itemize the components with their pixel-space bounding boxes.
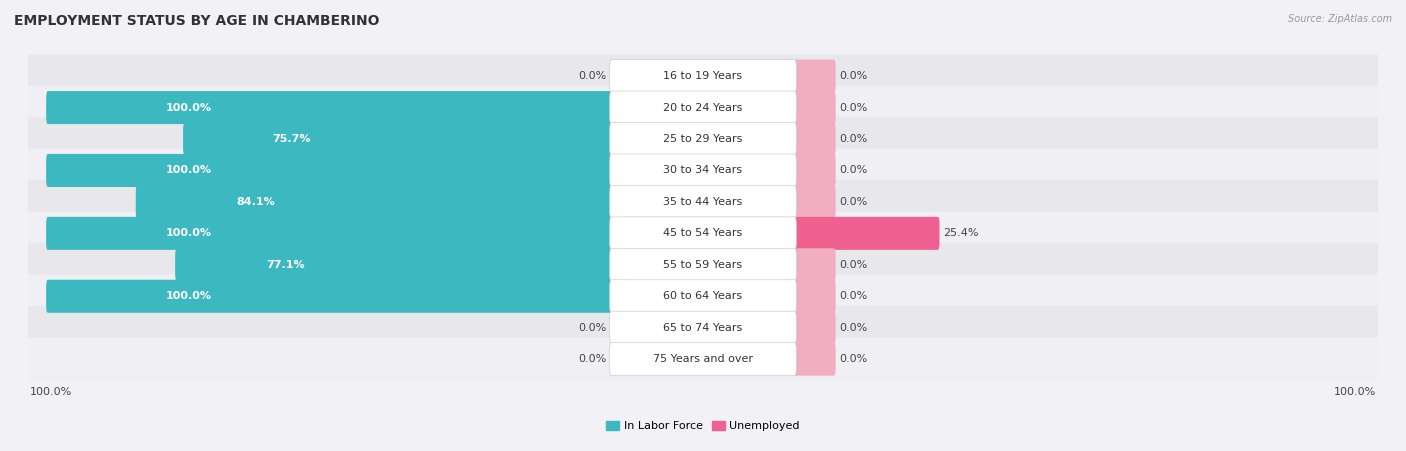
Text: 45 to 54 Years: 45 to 54 Years: [664, 228, 742, 239]
Text: 0.0%: 0.0%: [839, 166, 868, 175]
Text: EMPLOYMENT STATUS BY AGE IN CHAMBERINO: EMPLOYMENT STATUS BY AGE IN CHAMBERINO: [14, 14, 380, 28]
FancyBboxPatch shape: [27, 180, 1379, 224]
Text: 100.0%: 100.0%: [166, 291, 212, 301]
FancyBboxPatch shape: [793, 123, 835, 156]
FancyBboxPatch shape: [610, 217, 796, 250]
FancyBboxPatch shape: [793, 217, 939, 250]
FancyBboxPatch shape: [27, 337, 1379, 381]
FancyBboxPatch shape: [27, 149, 1379, 192]
Text: 35 to 44 Years: 35 to 44 Years: [664, 197, 742, 207]
Text: 77.1%: 77.1%: [266, 260, 305, 270]
FancyBboxPatch shape: [27, 212, 1379, 255]
FancyBboxPatch shape: [610, 123, 796, 156]
FancyBboxPatch shape: [136, 185, 613, 218]
Text: 100.0%: 100.0%: [1334, 387, 1376, 397]
Text: 0.0%: 0.0%: [839, 197, 868, 207]
FancyBboxPatch shape: [793, 343, 835, 376]
Text: 0.0%: 0.0%: [578, 71, 606, 81]
FancyBboxPatch shape: [183, 123, 613, 156]
Text: 100.0%: 100.0%: [166, 228, 212, 239]
FancyBboxPatch shape: [27, 274, 1379, 318]
Text: 0.0%: 0.0%: [839, 260, 868, 270]
FancyBboxPatch shape: [610, 91, 796, 124]
Text: 16 to 19 Years: 16 to 19 Years: [664, 71, 742, 81]
Text: 65 to 74 Years: 65 to 74 Years: [664, 323, 742, 333]
FancyBboxPatch shape: [27, 117, 1379, 161]
Text: 0.0%: 0.0%: [578, 323, 606, 333]
Text: 55 to 59 Years: 55 to 59 Years: [664, 260, 742, 270]
FancyBboxPatch shape: [27, 243, 1379, 287]
Text: 25 to 29 Years: 25 to 29 Years: [664, 134, 742, 144]
Text: 25.4%: 25.4%: [943, 228, 979, 239]
Text: 60 to 64 Years: 60 to 64 Years: [664, 291, 742, 301]
Text: Source: ZipAtlas.com: Source: ZipAtlas.com: [1288, 14, 1392, 23]
Text: 0.0%: 0.0%: [839, 323, 868, 333]
Text: 0.0%: 0.0%: [839, 71, 868, 81]
FancyBboxPatch shape: [610, 60, 796, 92]
Text: 100.0%: 100.0%: [166, 102, 212, 113]
FancyBboxPatch shape: [46, 154, 613, 187]
FancyBboxPatch shape: [27, 306, 1379, 350]
FancyBboxPatch shape: [793, 185, 835, 218]
FancyBboxPatch shape: [27, 54, 1379, 98]
FancyBboxPatch shape: [27, 86, 1379, 129]
FancyBboxPatch shape: [793, 280, 835, 313]
FancyBboxPatch shape: [610, 311, 796, 344]
FancyBboxPatch shape: [610, 154, 796, 187]
Text: 0.0%: 0.0%: [839, 102, 868, 113]
FancyBboxPatch shape: [610, 185, 796, 218]
Text: 0.0%: 0.0%: [839, 134, 868, 144]
FancyBboxPatch shape: [610, 280, 796, 313]
FancyBboxPatch shape: [610, 249, 796, 281]
FancyBboxPatch shape: [46, 91, 613, 124]
FancyBboxPatch shape: [793, 91, 835, 124]
Text: 100.0%: 100.0%: [30, 387, 72, 397]
Text: 30 to 34 Years: 30 to 34 Years: [664, 166, 742, 175]
Text: 0.0%: 0.0%: [578, 354, 606, 364]
FancyBboxPatch shape: [793, 311, 835, 344]
Text: 100.0%: 100.0%: [166, 166, 212, 175]
Text: 0.0%: 0.0%: [839, 291, 868, 301]
FancyBboxPatch shape: [176, 249, 613, 281]
Text: 84.1%: 84.1%: [236, 197, 276, 207]
FancyBboxPatch shape: [610, 343, 796, 376]
FancyBboxPatch shape: [46, 280, 613, 313]
FancyBboxPatch shape: [793, 154, 835, 187]
Text: 20 to 24 Years: 20 to 24 Years: [664, 102, 742, 113]
Text: 75 Years and over: 75 Years and over: [652, 354, 754, 364]
Text: 0.0%: 0.0%: [839, 354, 868, 364]
FancyBboxPatch shape: [793, 249, 835, 281]
Legend: In Labor Force, Unemployed: In Labor Force, Unemployed: [602, 417, 804, 436]
FancyBboxPatch shape: [793, 60, 835, 92]
Text: 75.7%: 75.7%: [273, 134, 311, 144]
FancyBboxPatch shape: [46, 217, 613, 250]
